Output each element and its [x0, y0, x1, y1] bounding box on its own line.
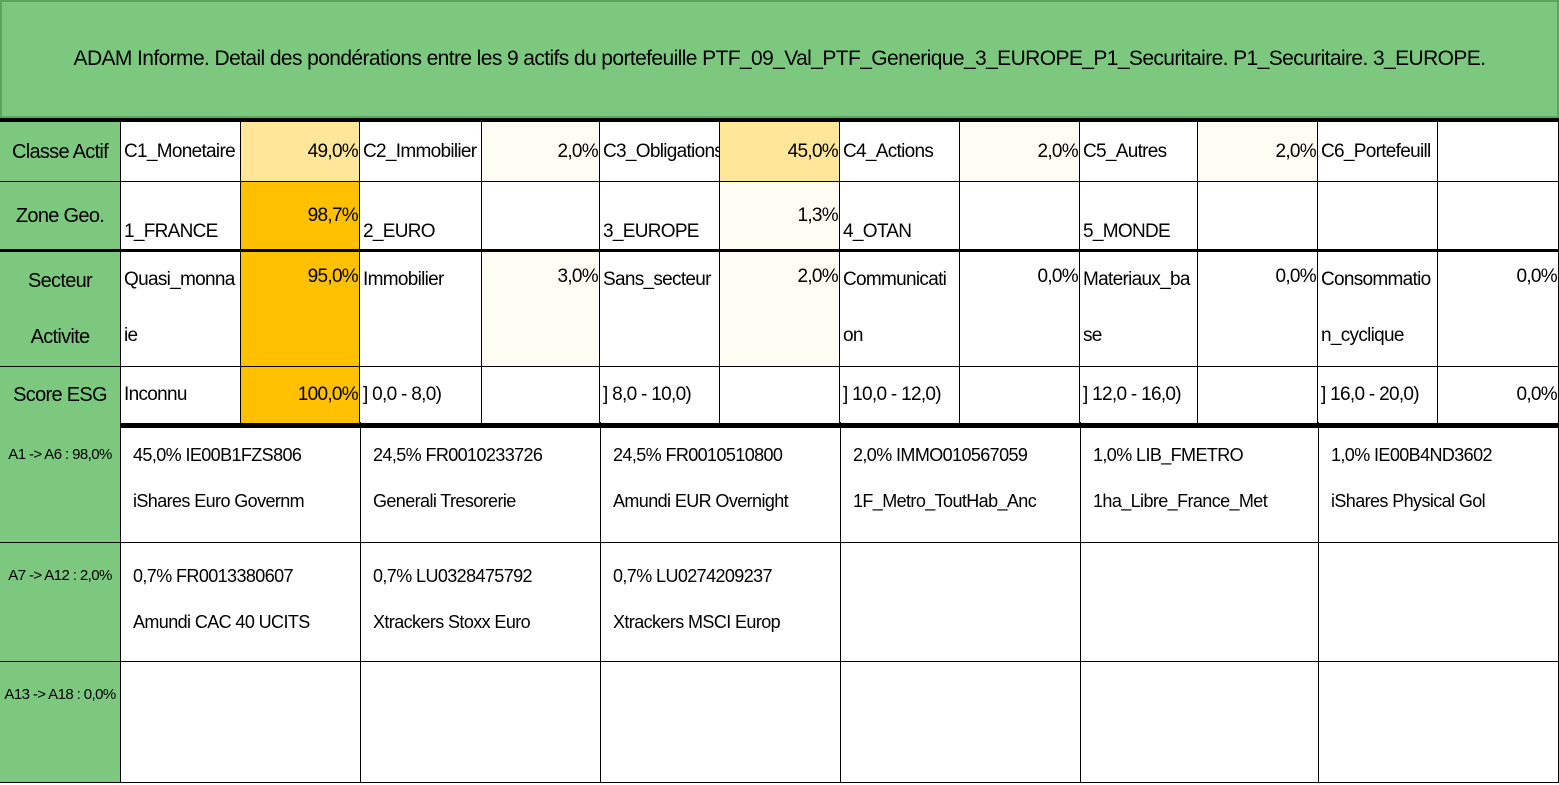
asset-weight-isin: 2,0% IMMO010567059 — [853, 445, 1028, 465]
asset-cell — [361, 662, 601, 783]
category-name: ] 16,0 - 20,0) — [1318, 367, 1438, 424]
category-name: 3_EUROPE — [600, 182, 720, 252]
asset-weight-isin: 1,0% LIB_FMETRO — [1093, 445, 1244, 465]
category-weight: 2,0% — [1198, 122, 1318, 182]
category-weight: 49,0% — [241, 122, 360, 182]
category-name: C1_Monetaire — [121, 122, 241, 182]
asset-cell: 1,0% IE00B4ND3602 iShares Physical Gol — [1319, 422, 1559, 543]
asset-name: Amundi EUR Overnight — [613, 491, 789, 511]
category-weight — [720, 367, 840, 424]
asset-weight-isin: 0,7% LU0274209237 — [613, 566, 773, 586]
asset-name: iShares Euro Governm — [133, 491, 305, 511]
asset-cell — [1319, 662, 1559, 783]
asset-weight-isin: 0,7% LU0328475792 — [373, 566, 533, 586]
row-label: Secteur Activite — [0, 252, 121, 367]
asset-cell — [841, 662, 1081, 783]
category-weight: 95,0% — [241, 252, 360, 367]
group-label: A7 -> A12 : 2,0% — [0, 543, 121, 662]
asset-cell: 1,0% LIB_FMETRO 1ha_Libre_France_Met — [1081, 422, 1319, 543]
asset-name: Amundi CAC 40 UCITS — [133, 612, 310, 632]
category-name: C2_Immobilier — [360, 122, 482, 182]
asset-cell: 45,0% IE00B1FZS806 iShares Euro Governm — [121, 422, 361, 543]
category-weight: 0,0% — [1438, 252, 1559, 367]
category-weight: 3,0% — [482, 252, 600, 367]
category-name: 2_EURO — [360, 182, 482, 252]
category-name: ] 0,0 - 8,0) — [360, 367, 482, 424]
asset-cell: 0,7% LU0274209237 Xtrackers MSCI Europ — [601, 543, 841, 662]
asset-cell — [1319, 543, 1559, 662]
category-name: ] 12,0 - 16,0) — [1080, 367, 1198, 424]
asset-cell: 0,7% LU0328475792 Xtrackers Stoxx Euro — [361, 543, 601, 662]
asset-cell: 2,0% IMMO010567059 1F_Metro_ToutHab_Anc — [841, 422, 1081, 543]
category-weight — [482, 367, 600, 424]
row-label: Score ESG — [0, 367, 121, 424]
category-name: Materiaux_base — [1080, 252, 1198, 367]
category-weight: 0,0% — [1198, 252, 1318, 367]
asset-cell — [1081, 543, 1319, 662]
category-name — [1318, 182, 1438, 252]
category-name: ] 10,0 - 12,0) — [840, 367, 960, 424]
category-name: C6_Portefeuill — [1318, 122, 1438, 182]
category-name: Inconnu — [121, 367, 241, 424]
category-name: 5_MONDE — [1080, 182, 1198, 252]
report-title: ADAM Informe. Detail des pondérations en… — [0, 0, 1559, 118]
asset-cell — [121, 662, 361, 783]
group-label: A13 -> A18 : 0,0% — [0, 662, 121, 783]
category-name: ] 8,0 - 10,0) — [600, 367, 720, 424]
asset-name: Xtrackers Stoxx Euro — [373, 612, 531, 632]
asset-cell — [601, 662, 841, 783]
category-weight — [482, 182, 600, 252]
category-weight: 0,0% — [1438, 367, 1559, 424]
asset-weight-isin: 1,0% IE00B4ND3602 — [1331, 445, 1493, 465]
category-name: Consommation_cyclique — [1318, 252, 1438, 367]
category-weight: 98,7% — [241, 182, 360, 252]
asset-cell — [1081, 662, 1319, 783]
asset-name: Generali Tresorerie — [373, 491, 516, 511]
category-name: 1_FRANCE — [121, 182, 241, 252]
category-name: C4_Actions — [840, 122, 960, 182]
asset-cell: 0,7% FR0013380607 Amundi CAC 40 UCITS — [121, 543, 361, 662]
category-weight: 100,0% — [241, 367, 360, 424]
category-name: Communication — [840, 252, 960, 367]
category-weight — [1198, 367, 1318, 424]
asset-weight-isin: 45,0% IE00B1FZS806 — [133, 445, 302, 465]
asset-cell: 24,5% FR0010233726 Generali Tresorerie — [361, 422, 601, 543]
allocation-table: Classe Actif C1_Monetaire 49,0% C2_Immobili… — [0, 118, 1559, 428]
asset-name: iShares Physical Gol — [1331, 491, 1486, 511]
asset-name: Xtrackers MSCI Europ — [613, 612, 781, 632]
category-weight: 2,0% — [482, 122, 600, 182]
assets-table: A1 -> A6 : 98,0% 45,0% IE00B1FZS806 iShare… — [0, 422, 1559, 783]
row-label: Zone Geo. — [0, 182, 121, 252]
category-weight — [960, 182, 1080, 252]
category-weight — [960, 367, 1080, 424]
category-weight: 1,3% — [720, 182, 840, 252]
category-name: Sans_secteur — [600, 252, 720, 367]
asset-weight-isin: 0,7% FR0013380607 — [133, 566, 294, 586]
asset-weight-isin: 24,5% FR0010510800 — [613, 445, 783, 465]
category-name: 4_OTAN — [840, 182, 960, 252]
group-label: A1 -> A6 : 98,0% — [0, 422, 121, 543]
category-weight — [1198, 182, 1318, 252]
category-weight — [1438, 182, 1559, 252]
asset-weight-isin: 24,5% FR0010233726 — [373, 445, 543, 465]
category-weight: 0,0% — [960, 252, 1080, 367]
row-label: Classe Actif — [0, 122, 121, 182]
category-weight: 45,0% — [720, 122, 840, 182]
category-name: Quasi_monnaie — [121, 252, 241, 367]
category-weight: 2,0% — [720, 252, 840, 367]
category-name: C3_Obligations — [600, 122, 720, 182]
asset-name: 1ha_Libre_France_Met — [1093, 491, 1268, 511]
category-name: Immobilier — [360, 252, 482, 367]
asset-name: 1F_Metro_ToutHab_Anc — [853, 491, 1037, 511]
category-name: C5_Autres — [1080, 122, 1198, 182]
asset-cell — [841, 543, 1081, 662]
category-weight — [1438, 122, 1559, 182]
asset-cell: 24,5% FR0010510800 Amundi EUR Overnight — [601, 422, 841, 543]
category-weight: 2,0% — [960, 122, 1080, 182]
